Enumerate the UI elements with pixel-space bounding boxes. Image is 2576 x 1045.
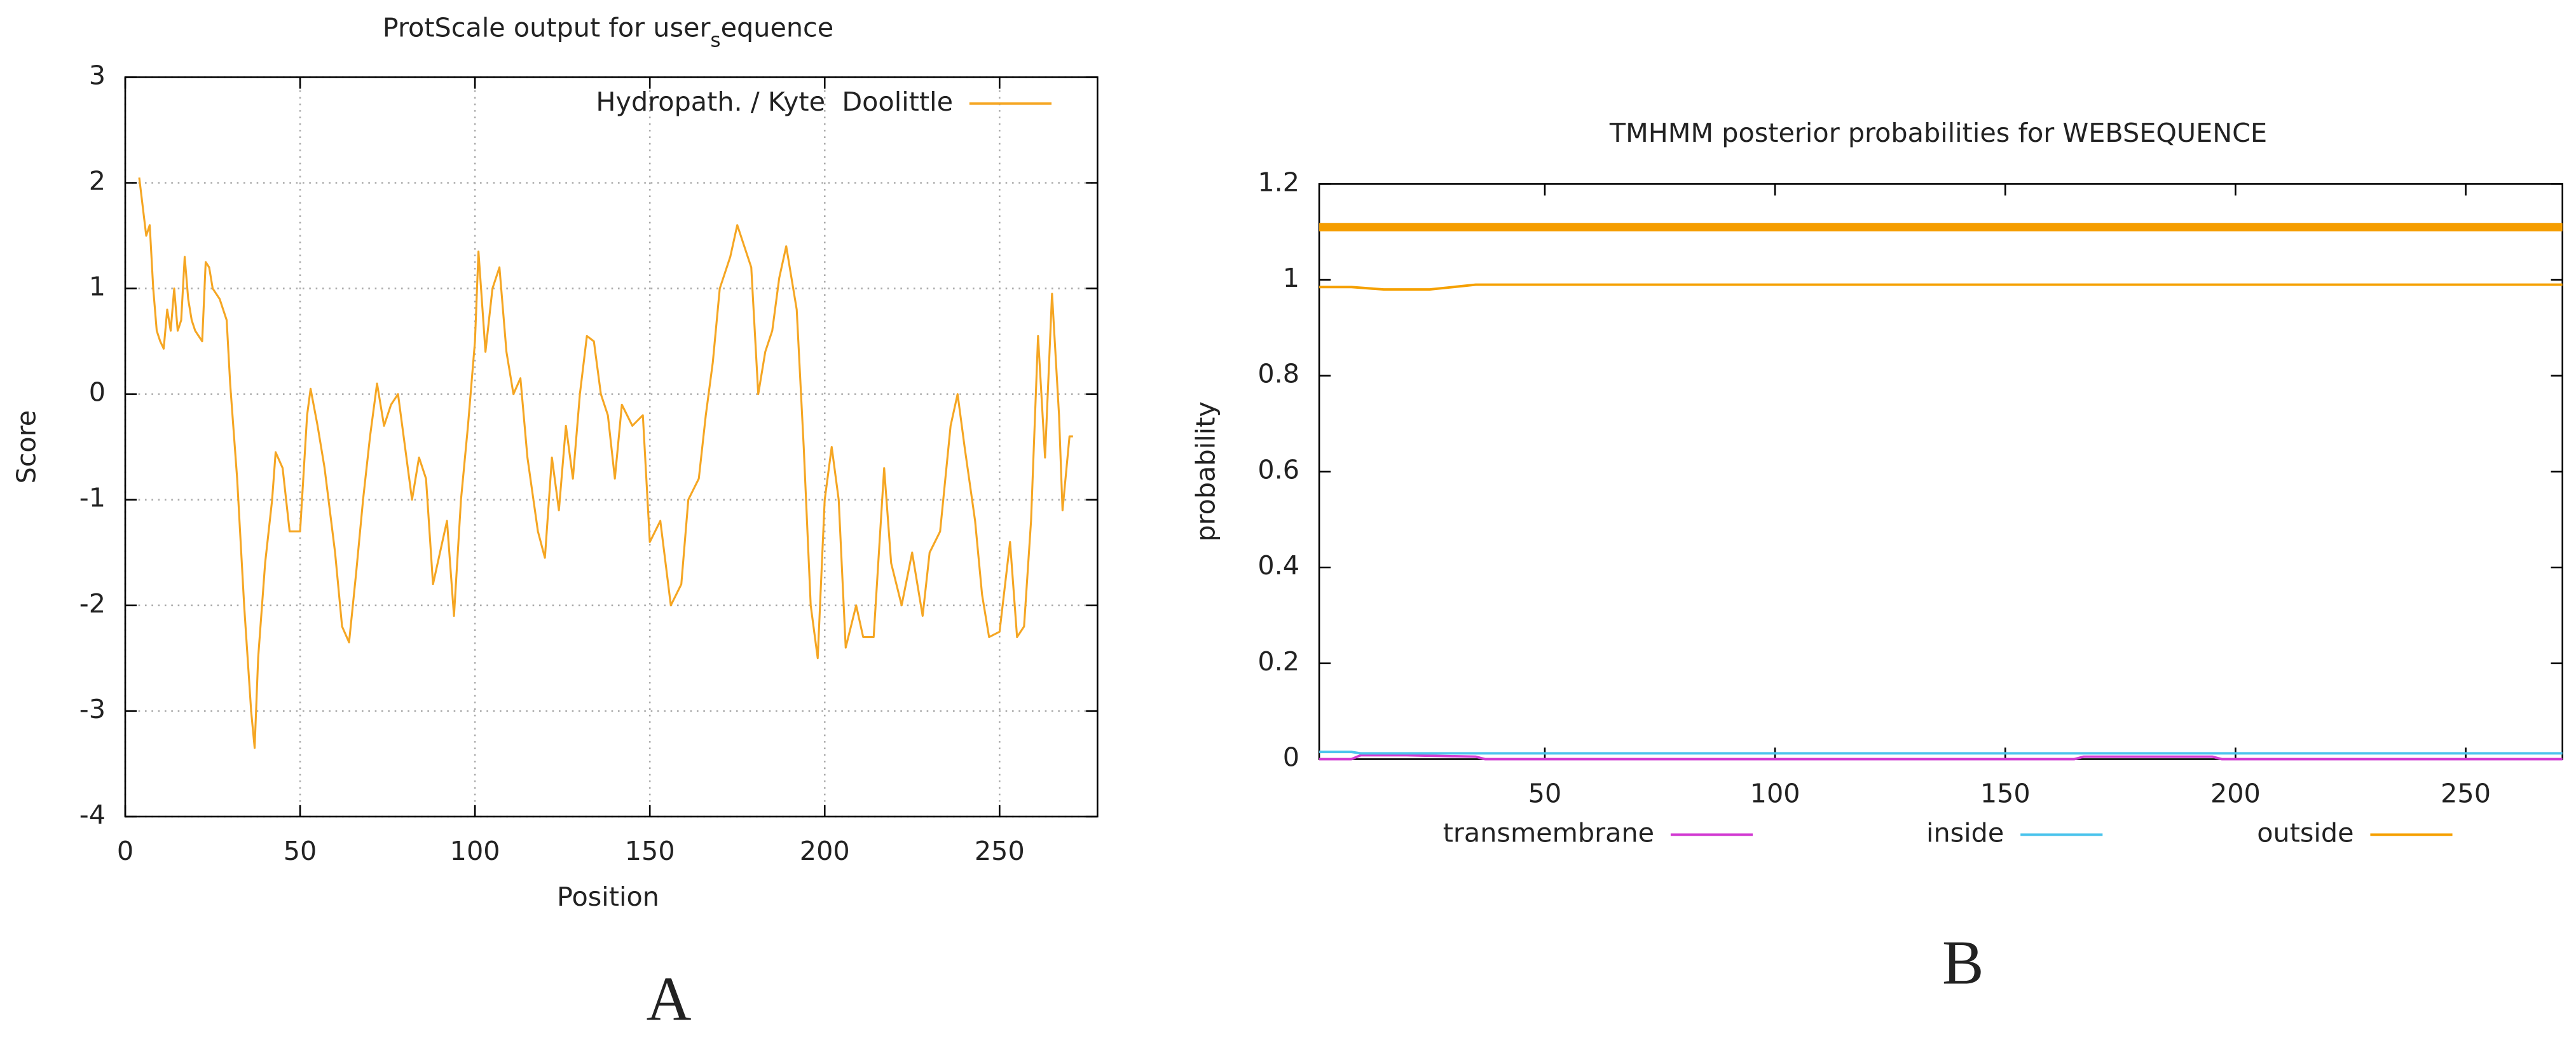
y-tick-label: -3 xyxy=(79,694,106,724)
x-tick-label: 200 xyxy=(800,836,850,866)
x-tick-label: 250 xyxy=(2441,778,2491,808)
panel-label: A xyxy=(647,965,692,1034)
legend-label: transmembrane xyxy=(1443,817,1654,848)
y-tick-label: 1.2 xyxy=(1257,167,1299,197)
legend-label: inside xyxy=(1926,817,2004,848)
y-tick-label: 1 xyxy=(1283,263,1299,293)
y-tick-label: -4 xyxy=(79,799,106,830)
y-tick-label: 0 xyxy=(1283,742,1299,773)
y-tick-label: 1 xyxy=(89,272,106,302)
x-tick-label: 250 xyxy=(975,836,1025,866)
series-line xyxy=(138,177,1073,749)
title-part: equence xyxy=(721,13,834,43)
series-line xyxy=(1319,754,2563,761)
legend-label: Hydropath. / Kyte Doolittle xyxy=(596,87,953,117)
y-tick-label: 0.6 xyxy=(1257,454,1299,485)
series-line xyxy=(1319,751,2563,755)
plot-frame xyxy=(1318,183,2563,760)
x-tick-label: 150 xyxy=(1980,778,2031,808)
y-tick-label: 0.2 xyxy=(1257,646,1299,677)
y-tick-label: 3 xyxy=(89,60,106,90)
chart-title: ProtScale output for usersequence xyxy=(383,13,833,52)
x-tick-label: 100 xyxy=(450,836,500,866)
x-tick-label: 50 xyxy=(284,836,317,866)
x-tick-label: 150 xyxy=(625,836,675,866)
title-part: ProtScale output for user xyxy=(383,13,711,43)
y-tick-label: -2 xyxy=(79,588,106,619)
y-tick-label: 2 xyxy=(89,165,106,196)
legend-label: outside xyxy=(2257,817,2353,848)
y-tick-label: 0.8 xyxy=(1257,359,1299,389)
x-axis-label: Position xyxy=(557,882,659,912)
y-axis-label: Score xyxy=(11,410,42,484)
x-tick-label: 50 xyxy=(1528,778,1562,808)
series-line xyxy=(1319,283,2563,291)
x-tick-label: 100 xyxy=(1750,778,1800,808)
x-tick-label: 0 xyxy=(117,836,134,866)
title-part: s xyxy=(710,29,720,52)
plot-frame xyxy=(124,76,1099,818)
y-tick-label: 0 xyxy=(89,377,106,408)
y-tick-label: -1 xyxy=(79,483,106,513)
chart-title: TMHMM posterior probabilities for WEBSEQ… xyxy=(1609,118,2267,148)
panel-label: B xyxy=(1942,929,1983,998)
x-tick-label: 200 xyxy=(2210,778,2261,808)
y-tick-label: 0.4 xyxy=(1257,550,1299,581)
y-axis-label: probability xyxy=(1190,401,1221,542)
